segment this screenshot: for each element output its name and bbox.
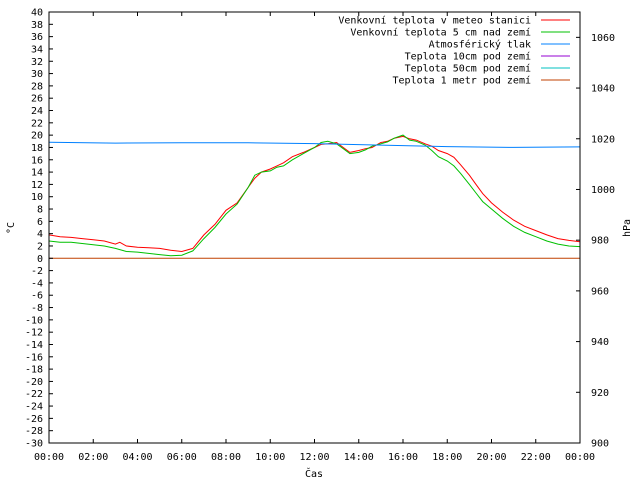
y-tick-label: 0 (37, 254, 43, 265)
y-tick-label: 28 (31, 81, 43, 92)
y-axis-label: °C (6, 222, 17, 234)
y-tick-label: 26 (31, 94, 43, 105)
y-tick-label: -4 (31, 278, 43, 289)
y-tick-label: -8 (31, 303, 43, 314)
x-tick-label: 22:00 (521, 452, 551, 463)
y2-tick-label: 1040 (591, 84, 615, 95)
x-tick-label: 02:00 (78, 452, 108, 463)
y-tick-label: 32 (31, 57, 43, 68)
y-tick-label: 10 (31, 192, 43, 203)
y-tick-label: -20 (25, 377, 43, 388)
axis-layer: 4038363432302826242220181614121086420-2-… (25, 8, 615, 464)
y-tick-label: -18 (25, 365, 43, 376)
y2-tick-label: 940 (591, 337, 609, 348)
y-tick-label: -14 (25, 340, 43, 351)
x-tick-label: 00:00 (565, 452, 595, 463)
y-tick-label: -30 (25, 439, 43, 450)
series-line-3 (48, 141, 581, 148)
y-tick-label: 30 (31, 69, 43, 80)
y-tick-label: -12 (25, 328, 43, 339)
y2-axis-label: hPa (622, 219, 633, 237)
y-tick-label: 34 (31, 44, 43, 55)
y-tick-label: 8 (37, 205, 43, 216)
x-tick-label: 04:00 (122, 452, 152, 463)
y-tick-label: 38 (31, 20, 43, 31)
y-tick-label: 6 (37, 217, 43, 228)
legend-label-3: Atmosférický tlak (429, 39, 531, 51)
y-tick-label: 4 (37, 229, 43, 240)
y2-tick-label: 960 (591, 286, 609, 297)
y-tick-label: -2 (31, 266, 43, 277)
y-tick-label: 2 (37, 241, 43, 252)
x-tick-label: 14:00 (344, 452, 374, 463)
series-layer (48, 134, 581, 259)
y-tick-label: -10 (25, 315, 43, 326)
y-tick-label: 20 (31, 131, 43, 142)
legend: Venkovní teplota v meteo staniciVenkovní… (338, 15, 570, 87)
series-line-1 (48, 135, 581, 253)
x-tick-label: 12:00 (299, 452, 329, 463)
x-tick-label: 10:00 (255, 452, 285, 463)
y-tick-label: -26 (25, 414, 43, 425)
y-tick-label: -24 (25, 402, 43, 413)
y-tick-label: 24 (31, 106, 43, 117)
y-tick-label: -16 (25, 352, 43, 363)
legend-label-6: Teplota 1 metr pod zemí (393, 75, 531, 87)
y-tick-label: 40 (31, 8, 43, 19)
x-tick-label: 18:00 (432, 452, 462, 463)
x-tick-label: 08:00 (211, 452, 241, 463)
legend-label-2: Venkovní teplota 5 cm nad zemí (350, 27, 531, 39)
legend-label-5: Teplota 50cm pod zemí (405, 63, 531, 75)
x-tick-label: 00:00 (34, 452, 64, 463)
y2-tick-label: 1000 (591, 185, 615, 196)
x-tick-label: 16:00 (388, 452, 418, 463)
y-tick-label: 36 (31, 32, 43, 43)
x-tick-label: 06:00 (167, 452, 197, 463)
y-tick-label: 22 (31, 118, 43, 129)
y-tick-label: 16 (31, 155, 43, 166)
x-tick-label: 20:00 (476, 452, 506, 463)
x-axis-label: Čas (305, 467, 323, 480)
y2-tick-label: 920 (591, 388, 609, 399)
y2-tick-label: 1020 (591, 134, 615, 145)
y-tick-label: 14 (31, 168, 43, 179)
legend-label-1: Venkovní teplota v meteo stanici (338, 15, 531, 27)
y2-tick-label: 980 (591, 236, 609, 247)
y2-tick-label: 900 (591, 439, 609, 450)
y-tick-label: -28 (25, 426, 43, 437)
y-tick-label: -22 (25, 389, 43, 400)
legend-label-4: Teplota 10cm pod zemí (405, 51, 531, 63)
y2-tick-label: 1060 (591, 33, 615, 44)
y-tick-label: -6 (31, 291, 43, 302)
y-tick-label: 12 (31, 180, 43, 191)
y-tick-label: 18 (31, 143, 43, 154)
